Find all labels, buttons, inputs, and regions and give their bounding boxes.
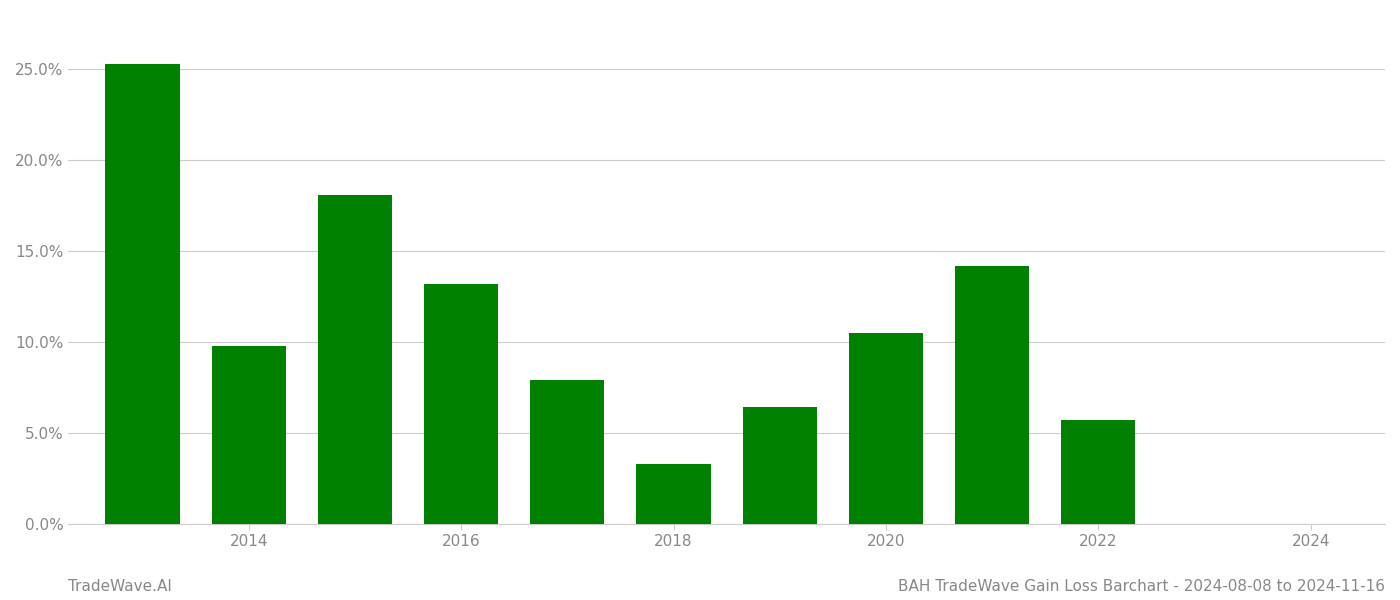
Bar [1061,420,1135,524]
Bar [318,195,392,524]
Text: BAH TradeWave Gain Loss Barchart - 2024-08-08 to 2024-11-16: BAH TradeWave Gain Loss Barchart - 2024-… [897,579,1385,594]
Bar [955,266,1029,524]
Bar [424,284,498,524]
Bar [211,346,286,524]
Bar [531,380,605,524]
Text: TradeWave.AI: TradeWave.AI [69,579,172,594]
Bar [105,64,179,524]
Bar [742,407,816,524]
Bar [848,333,923,524]
Bar [637,464,711,524]
